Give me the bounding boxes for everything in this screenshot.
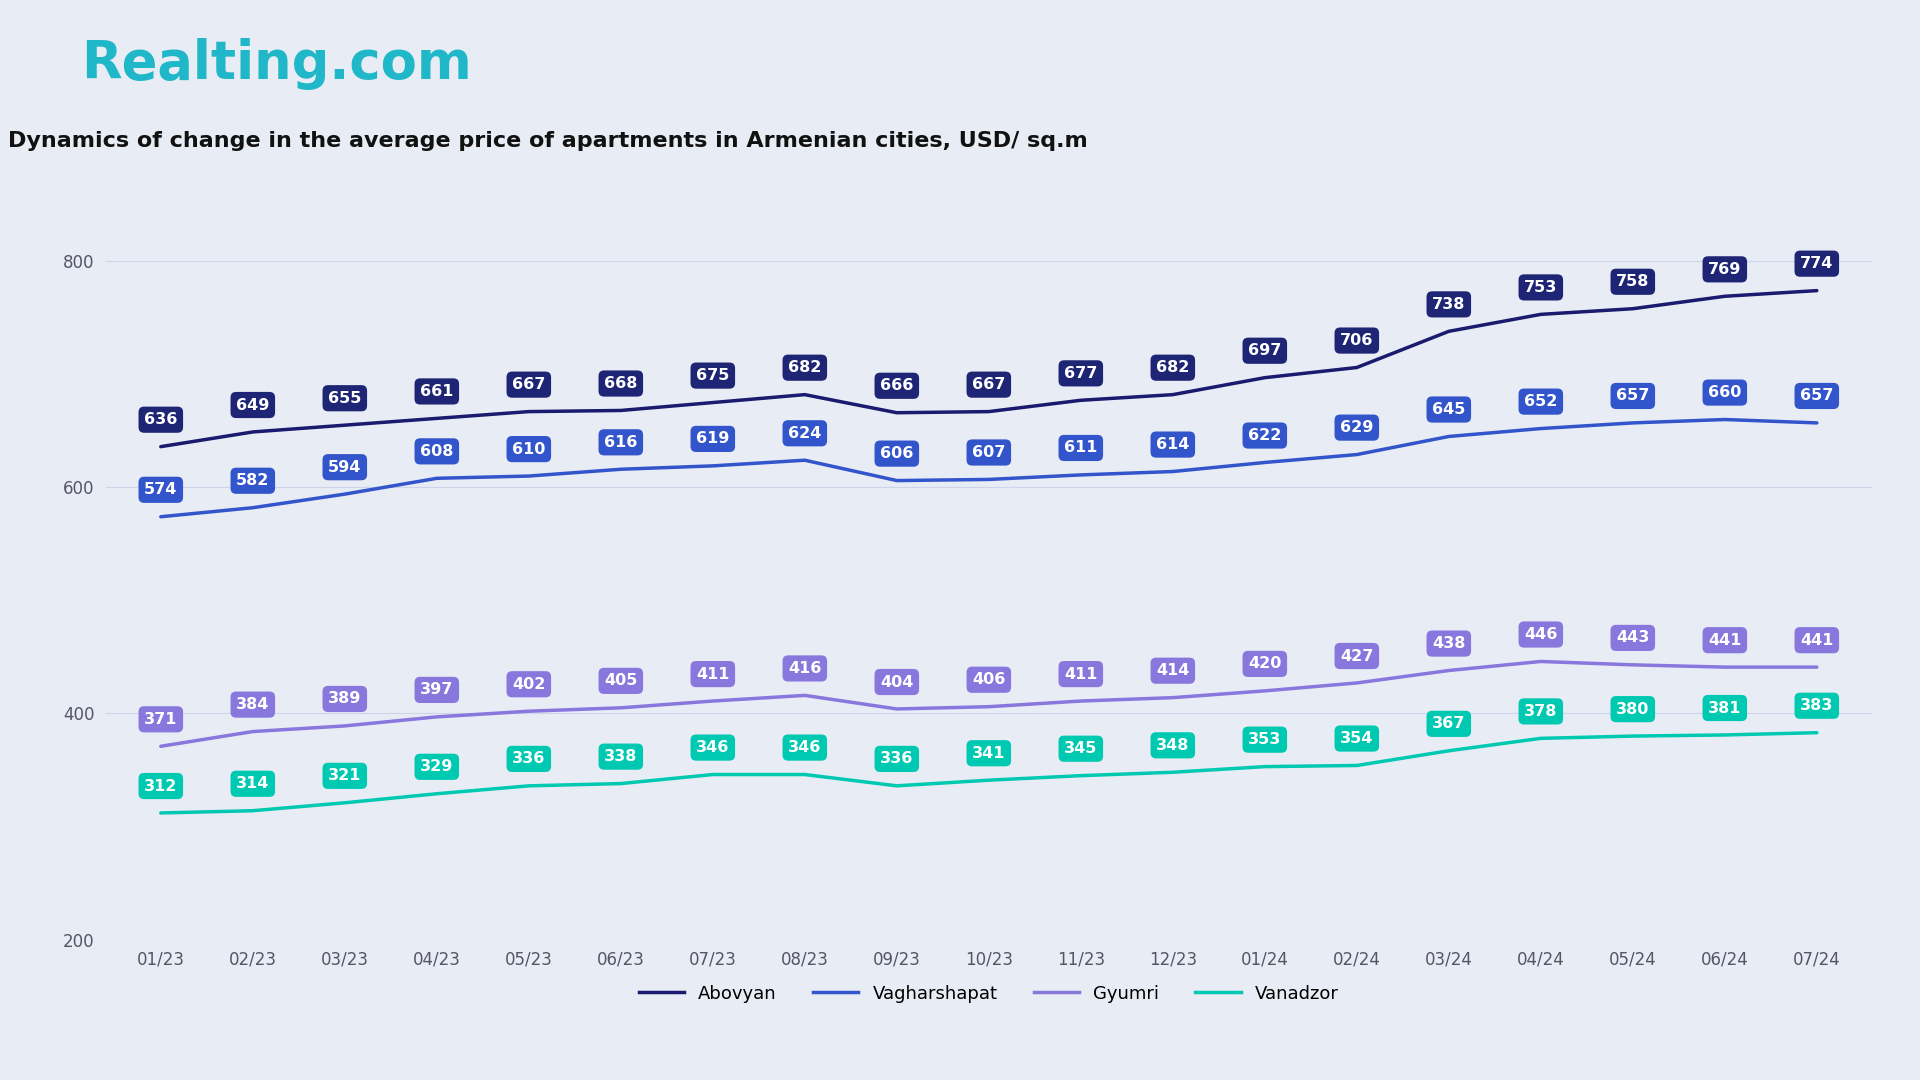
Text: 441: 441 xyxy=(1801,633,1834,648)
Text: 682: 682 xyxy=(787,361,822,375)
Text: 402: 402 xyxy=(513,677,545,692)
Text: 446: 446 xyxy=(1524,627,1557,642)
Text: 404: 404 xyxy=(879,675,914,689)
Text: 443: 443 xyxy=(1617,631,1649,646)
Text: 614: 614 xyxy=(1156,437,1190,453)
Text: 405: 405 xyxy=(605,673,637,688)
Text: 619: 619 xyxy=(697,431,730,446)
Text: 378: 378 xyxy=(1524,704,1557,719)
Text: 636: 636 xyxy=(144,413,177,428)
Text: 668: 668 xyxy=(605,376,637,391)
Text: 610: 610 xyxy=(513,442,545,457)
Text: 411: 411 xyxy=(697,666,730,681)
Text: 655: 655 xyxy=(328,391,361,406)
Text: 353: 353 xyxy=(1248,732,1281,747)
Text: 706: 706 xyxy=(1340,333,1373,348)
Text: 594: 594 xyxy=(328,460,361,475)
Text: 371: 371 xyxy=(144,712,177,727)
Text: 769: 769 xyxy=(1709,261,1741,276)
Text: 667: 667 xyxy=(972,377,1006,392)
Text: 574: 574 xyxy=(144,483,177,497)
Legend: Abovyan, Vagharshapat, Gyumri, Vanadzor: Abovyan, Vagharshapat, Gyumri, Vanadzor xyxy=(632,977,1346,1010)
Text: 427: 427 xyxy=(1340,648,1373,663)
Text: 682: 682 xyxy=(1156,361,1190,375)
Text: 738: 738 xyxy=(1432,297,1465,312)
Text: 345: 345 xyxy=(1064,741,1098,756)
Text: 381: 381 xyxy=(1709,701,1741,716)
Text: 677: 677 xyxy=(1064,366,1098,381)
Text: 438: 438 xyxy=(1432,636,1465,651)
Text: 441: 441 xyxy=(1709,633,1741,648)
Text: 649: 649 xyxy=(236,397,269,413)
Text: 582: 582 xyxy=(236,473,269,488)
Text: 666: 666 xyxy=(879,378,914,393)
Text: 346: 346 xyxy=(787,740,822,755)
Text: 645: 645 xyxy=(1432,402,1465,417)
Text: 321: 321 xyxy=(328,768,361,783)
Text: 611: 611 xyxy=(1064,441,1098,456)
Text: 608: 608 xyxy=(420,444,453,459)
Text: 329: 329 xyxy=(420,759,453,774)
Text: 774: 774 xyxy=(1801,256,1834,271)
Text: 414: 414 xyxy=(1156,663,1190,678)
Text: 607: 607 xyxy=(972,445,1006,460)
Text: 753: 753 xyxy=(1524,280,1557,295)
Text: 675: 675 xyxy=(697,368,730,383)
Text: Dynamics of change in the average price of apartments in Armenian cities, USD/ s: Dynamics of change in the average price … xyxy=(8,131,1089,151)
Text: 367: 367 xyxy=(1432,716,1465,731)
Text: 341: 341 xyxy=(972,745,1006,760)
Text: 606: 606 xyxy=(879,446,914,461)
Text: 416: 416 xyxy=(787,661,822,676)
Text: 629: 629 xyxy=(1340,420,1373,435)
Text: 314: 314 xyxy=(236,777,269,792)
Text: 758: 758 xyxy=(1617,274,1649,289)
Text: 660: 660 xyxy=(1709,386,1741,400)
Text: 346: 346 xyxy=(697,740,730,755)
Text: 354: 354 xyxy=(1340,731,1373,746)
Text: 383: 383 xyxy=(1801,699,1834,713)
Text: 380: 380 xyxy=(1617,702,1649,717)
Text: 336: 336 xyxy=(513,752,545,767)
Text: 661: 661 xyxy=(420,383,453,399)
Text: 384: 384 xyxy=(236,697,269,712)
Text: 312: 312 xyxy=(144,779,177,794)
Text: 624: 624 xyxy=(787,426,822,441)
Text: 348: 348 xyxy=(1156,738,1190,753)
Text: 667: 667 xyxy=(513,377,545,392)
Text: 406: 406 xyxy=(972,672,1006,687)
Text: 657: 657 xyxy=(1801,389,1834,404)
Text: 657: 657 xyxy=(1617,389,1649,404)
Text: 652: 652 xyxy=(1524,394,1557,409)
Text: Realting.com: Realting.com xyxy=(81,38,472,90)
Text: 420: 420 xyxy=(1248,657,1281,672)
Text: 622: 622 xyxy=(1248,428,1281,443)
Text: 697: 697 xyxy=(1248,343,1281,359)
Text: 336: 336 xyxy=(879,752,914,767)
Text: 389: 389 xyxy=(328,691,361,706)
Text: 397: 397 xyxy=(420,683,453,698)
Text: 411: 411 xyxy=(1064,666,1098,681)
Text: 616: 616 xyxy=(605,435,637,449)
Text: 338: 338 xyxy=(605,750,637,765)
